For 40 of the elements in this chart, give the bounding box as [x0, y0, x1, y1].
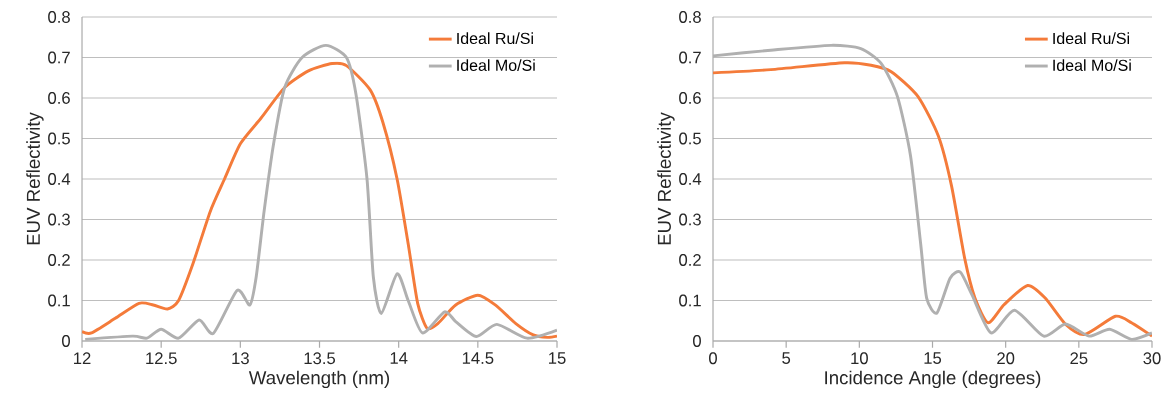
- y-tick-label: 0.7: [48, 51, 70, 64]
- x-tick-label: 15: [924, 352, 942, 364]
- x-tick-label: 15: [549, 352, 566, 364]
- y-tick-label: 0.8: [48, 11, 70, 23]
- y-tick-label: 0.1: [679, 294, 701, 307]
- y-tick-label: 0.4: [679, 173, 702, 185]
- y-tick-label: 0.2: [48, 254, 70, 266]
- x-tick-label: 14.5: [462, 352, 494, 364]
- y-tick-label: 0.4: [48, 173, 71, 185]
- x-tick-label: 12: [74, 352, 91, 364]
- x-tick-label: 12.5: [146, 352, 177, 365]
- y-tick-label: 0.1: [48, 294, 70, 307]
- y-tick-label: 0.2: [679, 254, 701, 266]
- y-tick-label: 0.6: [48, 92, 70, 104]
- y-tick-label: 0.8: [679, 11, 701, 23]
- y-tick-label: 0: [693, 335, 701, 347]
- x-tick-label: 13.5: [304, 352, 336, 365]
- y-tick-label: 0.7: [679, 51, 701, 64]
- x-tick-label: 13: [232, 352, 249, 365]
- x-tick-label: 10: [851, 352, 868, 365]
- x-tick-label: 14: [390, 352, 408, 364]
- y-tick-label: 0.5: [48, 132, 70, 145]
- legend-label: Ideal Ru/Si: [457, 32, 533, 45]
- x-tick-label: 0: [709, 352, 717, 365]
- y-tick-label: 0.3: [679, 213, 701, 226]
- legend-label: Ideal Mo/Si: [1053, 59, 1131, 71]
- legend-label: Ideal Mo/Si: [457, 59, 535, 71]
- legend-label: Ideal Ru/Si: [1053, 32, 1130, 45]
- x-tick-label: 5: [782, 352, 791, 364]
- y-tick-label: 0.6: [679, 92, 701, 104]
- y-axis-title: EUV Reflectivity: [26, 112, 44, 245]
- x-tick-label: 30: [1143, 352, 1161, 365]
- y-tick-label: 0.5: [679, 132, 701, 145]
- x-tick-label: 20: [997, 352, 1015, 365]
- y-tick-label: 0: [62, 335, 70, 347]
- x-tick-label: 25: [1070, 352, 1088, 365]
- y-axis-title: EUV Reflectivity: [657, 112, 675, 245]
- x-axis-title: Incidence Angle (degrees): [825, 370, 1041, 389]
- x-axis-title: Wavelength (nm): [248, 370, 390, 389]
- y-tick-label: 0.3: [48, 213, 70, 226]
